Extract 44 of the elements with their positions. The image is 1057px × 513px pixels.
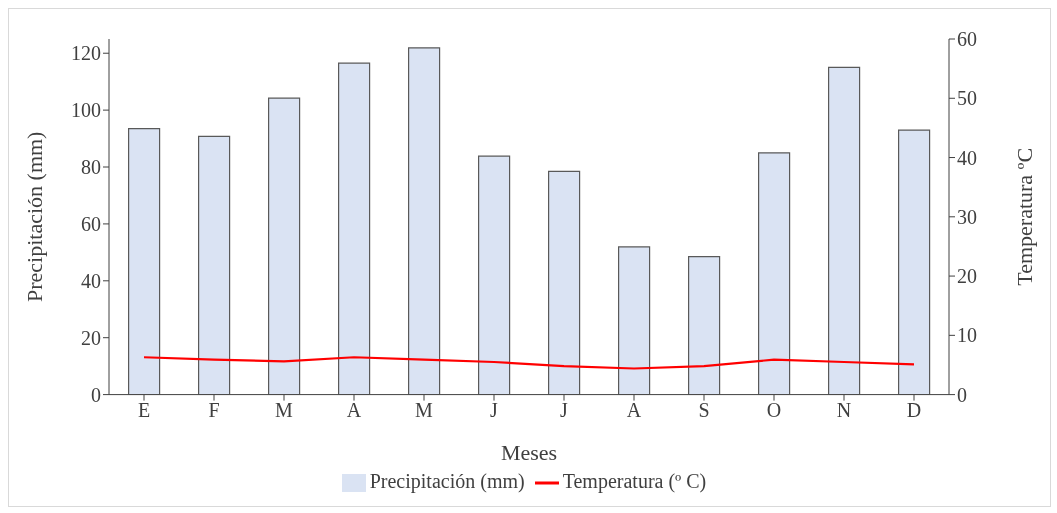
y-axis-title: Precipitación (mm) [21,131,47,303]
x-tick-label: D [906,398,922,421]
y2-tick-label: 0 [957,383,967,406]
x-tick-label: N [836,398,852,421]
bar [268,97,301,395]
bar [758,152,791,395]
x-tick-label: A [626,398,642,421]
x-tick-label: S [698,398,710,421]
x-tick-label: O [766,398,782,421]
x-axis-title: Meses [500,439,558,465]
bar [338,62,371,395]
bar [478,155,511,395]
legend-label: Precipitación (mm) [369,469,525,492]
x-tick-label: E [137,398,151,421]
line-series [142,356,916,370]
y-tick-label: 100 [71,99,101,122]
y2-tick-label: 10 [957,324,977,347]
x-tick-label: F [208,398,220,421]
y2-tick-label: 20 [957,265,977,288]
y2-tick-label: 50 [957,87,977,110]
bar [408,47,441,395]
y-tick-label: 120 [71,42,101,65]
y2-tick-label: 60 [957,28,977,51]
bar [128,128,161,395]
x-tick-label: M [415,398,434,421]
y2-tick-label: 40 [957,146,977,169]
bar [898,129,931,395]
x-tick-label: M [275,398,294,421]
x-tick-label: J [560,398,569,421]
bar [618,246,651,395]
x-tick-label: A [346,398,362,421]
y2-axis-title: Temperatura ºC [1011,147,1037,286]
y-tick-label: 40 [81,269,101,292]
y-tick-label: 20 [81,326,101,349]
bar [688,256,721,395]
bar [548,170,581,395]
bar [198,135,231,395]
legend-label: Temperatura (º C) [562,469,707,492]
bar [828,66,861,395]
x-tick-label: J [490,398,499,421]
y2-tick-label: 30 [957,205,977,228]
y-tick-label: 80 [81,156,101,179]
y-tick-label: 60 [81,213,101,236]
y-tick-label: 0 [91,383,101,406]
